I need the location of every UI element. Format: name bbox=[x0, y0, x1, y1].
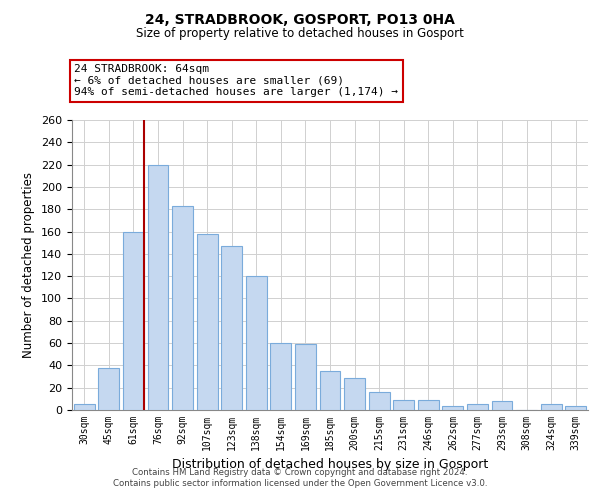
Text: 24, STRADBROOK, GOSPORT, PO13 0HA: 24, STRADBROOK, GOSPORT, PO13 0HA bbox=[145, 12, 455, 26]
X-axis label: Distribution of detached houses by size in Gosport: Distribution of detached houses by size … bbox=[172, 458, 488, 471]
Bar bbox=[148, 164, 169, 410]
Text: Contains HM Land Registry data © Crown copyright and database right 2024.
Contai: Contains HM Land Registry data © Crown c… bbox=[113, 468, 487, 487]
Bar bbox=[271, 343, 292, 410]
Text: Size of property relative to detached houses in Gosport: Size of property relative to detached ho… bbox=[136, 28, 464, 40]
Bar bbox=[491, 401, 512, 410]
Bar bbox=[418, 400, 439, 410]
Bar bbox=[197, 234, 218, 410]
Bar bbox=[442, 406, 463, 410]
Bar bbox=[98, 368, 119, 410]
Y-axis label: Number of detached properties: Number of detached properties bbox=[22, 172, 35, 358]
Text: 24 STRADBROOK: 64sqm
← 6% of detached houses are smaller (69)
94% of semi-detach: 24 STRADBROOK: 64sqm ← 6% of detached ho… bbox=[74, 64, 398, 98]
Bar bbox=[246, 276, 267, 410]
Bar bbox=[368, 392, 389, 410]
Bar bbox=[467, 404, 488, 410]
Bar bbox=[123, 232, 144, 410]
Bar bbox=[565, 406, 586, 410]
Bar bbox=[541, 404, 562, 410]
Bar bbox=[172, 206, 193, 410]
Bar bbox=[295, 344, 316, 410]
Bar bbox=[393, 400, 414, 410]
Bar bbox=[74, 404, 95, 410]
Bar bbox=[320, 371, 340, 410]
Bar bbox=[344, 378, 365, 410]
Bar bbox=[221, 246, 242, 410]
